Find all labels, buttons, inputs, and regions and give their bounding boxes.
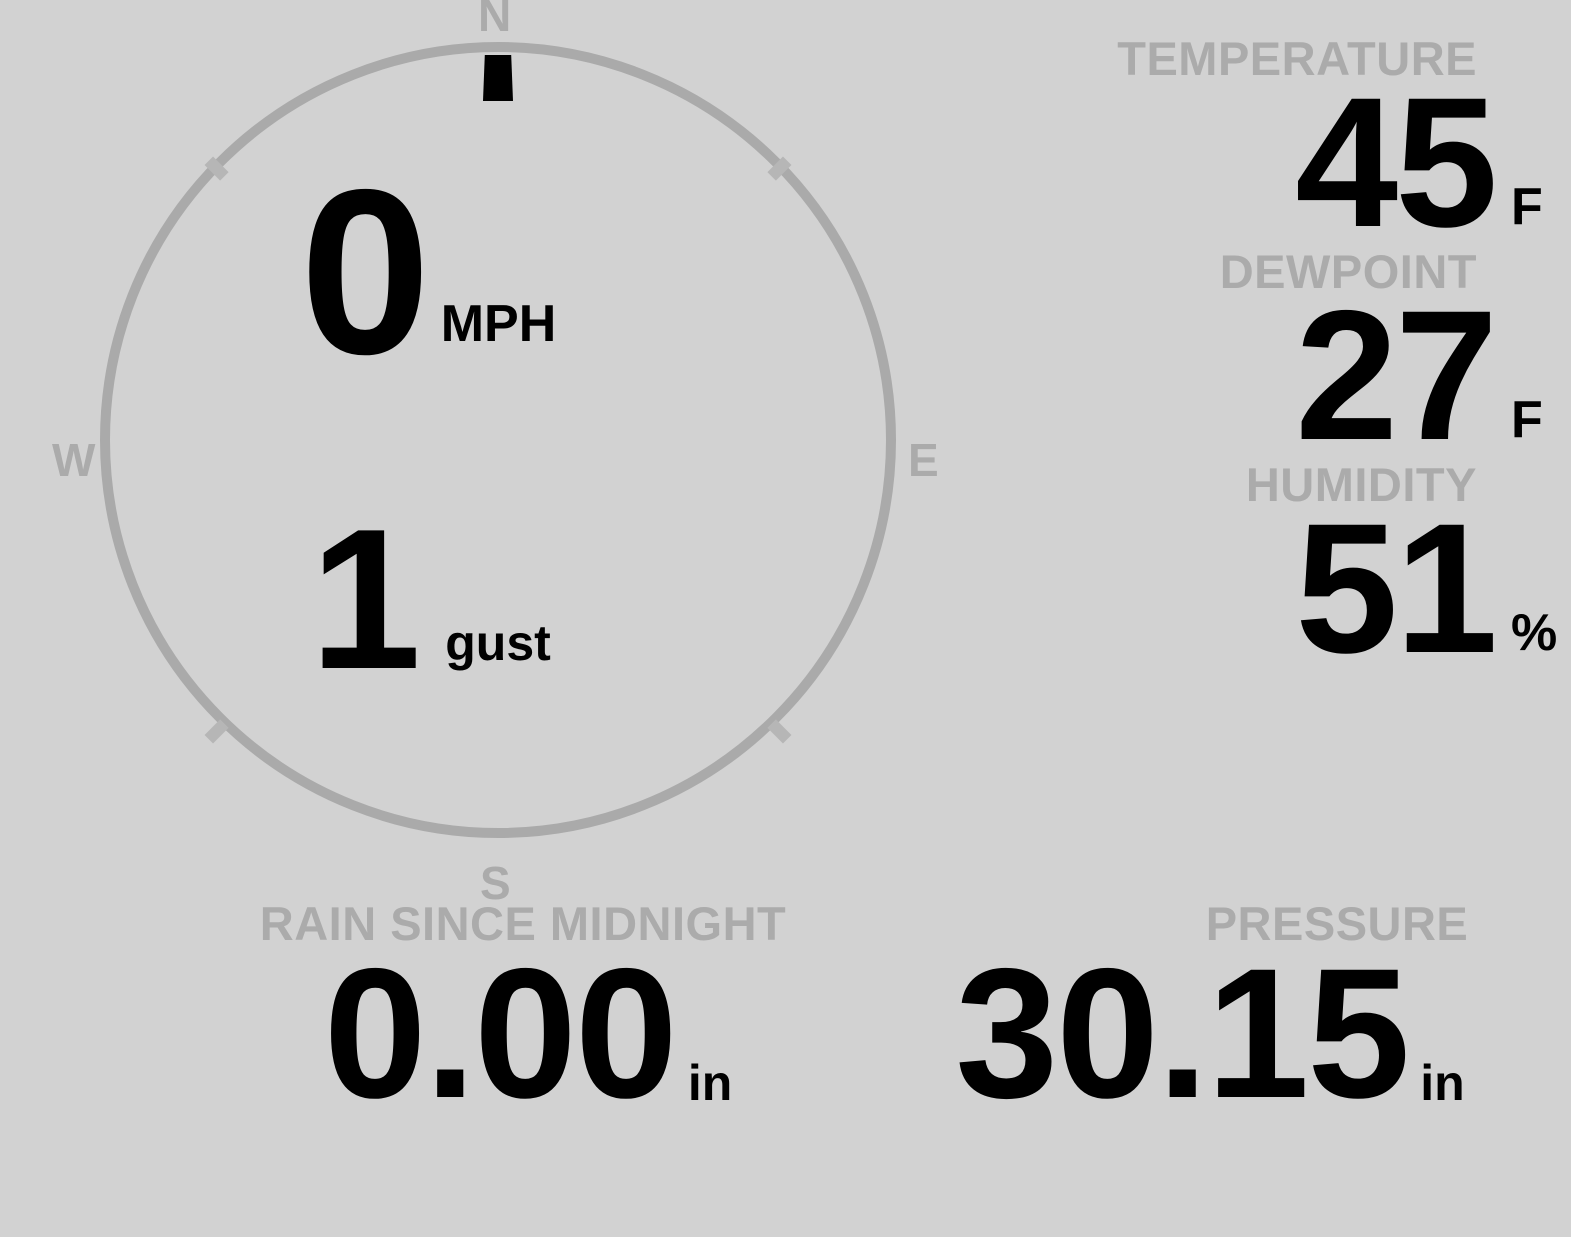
dewpoint-label: DEWPOINT: [1219, 244, 1477, 298]
temperature-value: 45: [1295, 59, 1498, 266]
humidity-unit: %: [1511, 603, 1558, 662]
wind-gust-readout: 1 gust: [310, 488, 551, 711]
humidity-readout: 51 %: [1093, 485, 1563, 692]
rain-readout: 0.00 in: [228, 931, 828, 1137]
dewpoint-unit: F: [1511, 390, 1543, 449]
metrics-column: TEMPERATURE 45 F DEWPOINT 27 F HUMIDITY …: [1093, 32, 1563, 692]
wind-speed-readout: 0 MPH: [300, 140, 557, 403]
metric-dewpoint: DEWPOINT 27 F: [1093, 244, 1563, 479]
temperature-label: TEMPERATURE: [1117, 32, 1477, 85]
wind-speed-value: 0: [300, 140, 431, 403]
compass-label-south: S: [480, 857, 511, 909]
humidity-value: 51: [1295, 485, 1498, 692]
compass-label-north: N: [478, 0, 512, 41]
compass-label-west: W: [52, 434, 96, 486]
wind-gust-value: 1: [310, 488, 421, 711]
wind-speed-unit: MPH: [440, 295, 557, 353]
metric-temperature: TEMPERATURE 45 F: [1093, 32, 1563, 266]
temperature-unit: F: [1511, 177, 1543, 236]
temperature-readout: 45 F: [1093, 59, 1563, 266]
metric-rain-since-midnight: RAIN SINCE MIDNIGHT 0.00 in: [228, 897, 828, 1137]
wind-direction-marker-icon: [483, 55, 513, 101]
pressure-value: 30.15: [955, 931, 1410, 1137]
dewpoint-readout: 27 F: [1093, 272, 1563, 479]
compass-label-east: E: [908, 434, 939, 486]
wind-gust-label: gust: [445, 615, 551, 671]
rain-value: 0.00: [323, 931, 678, 1137]
metric-pressure: PRESSURE 30.15 in: [900, 897, 1520, 1137]
pressure-unit: in: [1420, 1054, 1465, 1111]
pressure-label: PRESSURE: [1205, 897, 1469, 950]
metric-humidity: HUMIDITY 51 %: [1093, 457, 1563, 692]
rain-unit: in: [687, 1054, 733, 1111]
compass-ring: [100, 42, 896, 838]
pressure-readout: 30.15 in: [900, 931, 1520, 1137]
wind-compass-dial: N E S W 0 MPH 1 gust: [0, 0, 1000, 906]
wind-direction-indicator: [100, 42, 896, 838]
humidity-label: HUMIDITY: [1245, 457, 1477, 511]
rain-label: RAIN SINCE MIDNIGHT: [259, 897, 787, 950]
dewpoint-value: 27: [1295, 272, 1498, 479]
